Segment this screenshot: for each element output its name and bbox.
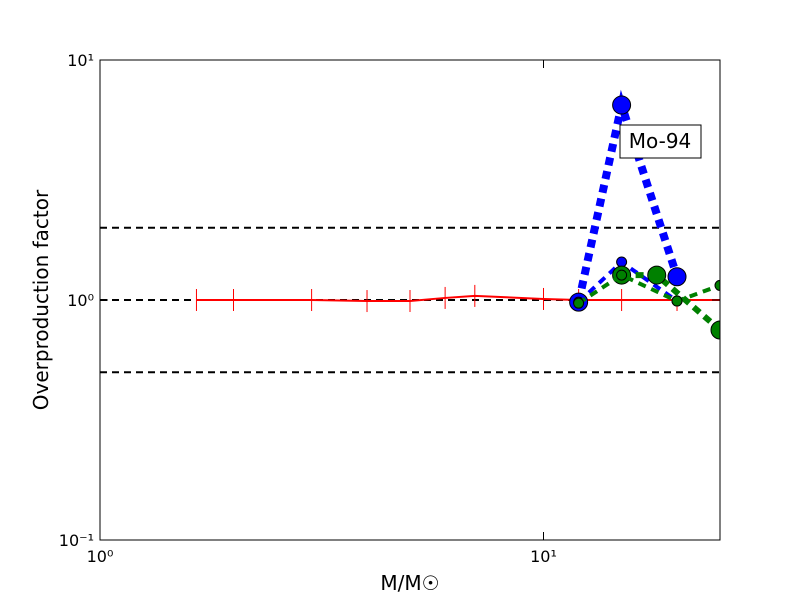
x-tick-label: 10¹ [530,547,557,566]
marker [573,297,585,309]
series-line [196,294,720,303]
marker [616,256,628,268]
marker [714,279,720,291]
y-tick-label: 10⁰ [67,291,94,310]
marker [612,95,632,115]
x-axis-label: M/M☉ [380,571,439,595]
x-tick-label: 10⁰ [87,547,114,566]
marker [647,265,667,285]
marker [671,295,683,307]
y-tick-label: 10¹ [67,51,94,70]
annotation: Mo-94 [629,129,692,153]
marker [667,267,687,287]
annotation-box [619,124,702,159]
marker [710,320,720,340]
y-tick-label: 10⁻¹ [59,531,94,550]
marker [616,269,628,281]
y-axis-label: Overproduction factor [29,189,53,410]
